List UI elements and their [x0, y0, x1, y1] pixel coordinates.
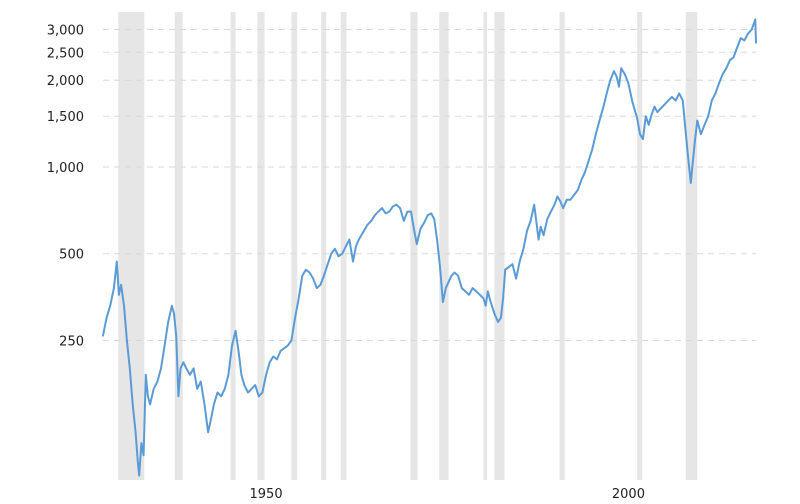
y-tick-label: 250 [59, 334, 84, 349]
plot-area [102, 18, 757, 477]
y-tick-label: 1,000 [47, 161, 84, 176]
recession-band-2 [230, 12, 236, 480]
recession-band-12 [637, 12, 643, 480]
y-tick-label: 500 [59, 248, 84, 263]
x-tick-label: 2000 [612, 487, 645, 502]
recession-band-3 [257, 12, 265, 480]
y-gridlines [103, 28, 756, 341]
y-tick-label: 2,500 [47, 46, 84, 61]
y-tick-label: 2,000 [47, 74, 84, 89]
recession-band-9 [483, 12, 488, 480]
recession-band-7 [410, 12, 418, 480]
y-tick-label: 3,000 [47, 23, 84, 38]
recession-band-11 [559, 12, 565, 480]
recession-bands [118, 12, 698, 480]
recession-band-13 [685, 12, 698, 480]
recession-band-10 [494, 12, 505, 480]
recession-band-8 [439, 12, 449, 480]
recession-band-5 [321, 12, 327, 480]
series-line-0 [102, 18, 757, 477]
recession-band-6 [340, 12, 347, 480]
y-axis-ticks: 250 500 1,000 1,500 2,000 2,500 3,000 [47, 23, 84, 349]
recession-band-0 [118, 12, 145, 480]
recession-band-4 [291, 12, 298, 480]
x-tick-label: 1950 [250, 487, 283, 502]
x-axis-ticks: 1950 2000 [250, 487, 645, 502]
y-tick-label: 1,500 [47, 110, 84, 125]
recession-band-1 [174, 12, 183, 480]
